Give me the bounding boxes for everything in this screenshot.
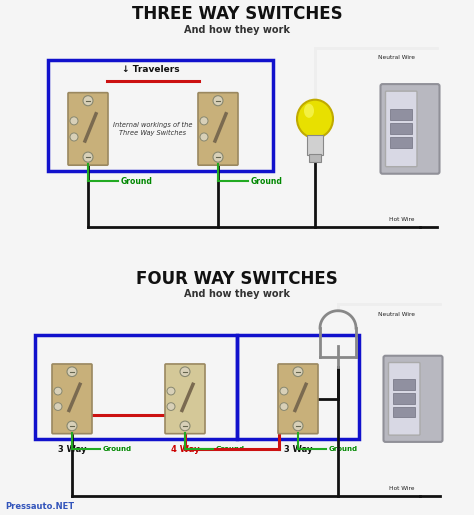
Circle shape — [200, 133, 208, 141]
Text: Internal workings of the
Three Way Switches: Internal workings of the Three Way Switc… — [113, 122, 193, 135]
FancyBboxPatch shape — [389, 363, 420, 435]
Ellipse shape — [297, 100, 333, 138]
Bar — [35, 335, 237, 439]
Circle shape — [180, 367, 190, 376]
Bar — [391, 137, 412, 148]
Circle shape — [200, 117, 208, 125]
FancyBboxPatch shape — [52, 364, 92, 434]
Text: Neutral Wire: Neutral Wire — [378, 56, 415, 60]
Circle shape — [67, 421, 77, 431]
Circle shape — [83, 152, 93, 162]
Bar — [393, 380, 415, 390]
Text: Ground: Ground — [216, 446, 245, 452]
Text: 4 Way: 4 Way — [171, 445, 199, 454]
Text: ↓ Travelers: ↓ Travelers — [122, 65, 179, 75]
Text: FOUR WAY SWITCHES: FOUR WAY SWITCHES — [136, 270, 338, 288]
Circle shape — [167, 403, 175, 410]
FancyBboxPatch shape — [383, 356, 443, 442]
Circle shape — [67, 367, 77, 376]
Circle shape — [280, 387, 288, 395]
Text: And how they work: And how they work — [184, 25, 290, 35]
Text: 3 Way: 3 Way — [58, 445, 86, 454]
Circle shape — [213, 152, 223, 162]
Circle shape — [167, 387, 175, 395]
Text: Hot Wire: Hot Wire — [390, 486, 415, 491]
Bar — [391, 123, 412, 134]
Text: Ground: Ground — [251, 177, 283, 186]
Circle shape — [293, 367, 303, 376]
Text: Neutral Wire: Neutral Wire — [378, 312, 415, 317]
Circle shape — [280, 403, 288, 410]
Bar — [393, 406, 415, 417]
Bar — [48, 60, 273, 171]
Circle shape — [213, 96, 223, 106]
Circle shape — [70, 117, 78, 125]
Bar — [307, 135, 323, 155]
Circle shape — [54, 387, 62, 395]
Bar — [237, 335, 359, 439]
Text: Ground: Ground — [103, 446, 132, 452]
Text: THREE WAY SWITCHES: THREE WAY SWITCHES — [132, 5, 342, 23]
Text: And how they work: And how they work — [184, 289, 290, 299]
FancyBboxPatch shape — [381, 84, 439, 174]
Circle shape — [180, 421, 190, 431]
Bar — [391, 109, 412, 120]
FancyBboxPatch shape — [278, 364, 318, 434]
FancyBboxPatch shape — [165, 364, 205, 434]
Bar — [309, 154, 321, 162]
Circle shape — [83, 96, 93, 106]
Text: Hot Wire: Hot Wire — [390, 217, 415, 221]
Ellipse shape — [304, 104, 314, 118]
FancyBboxPatch shape — [198, 93, 238, 165]
Text: Ground: Ground — [121, 177, 153, 186]
FancyBboxPatch shape — [385, 91, 417, 167]
Circle shape — [293, 421, 303, 431]
FancyBboxPatch shape — [68, 93, 108, 165]
Circle shape — [54, 403, 62, 410]
Text: 3 Way: 3 Way — [284, 445, 312, 454]
Bar — [393, 393, 415, 404]
Text: Ground: Ground — [329, 446, 358, 452]
Circle shape — [70, 133, 78, 141]
Text: Pressauto.NET: Pressauto.NET — [5, 502, 74, 511]
